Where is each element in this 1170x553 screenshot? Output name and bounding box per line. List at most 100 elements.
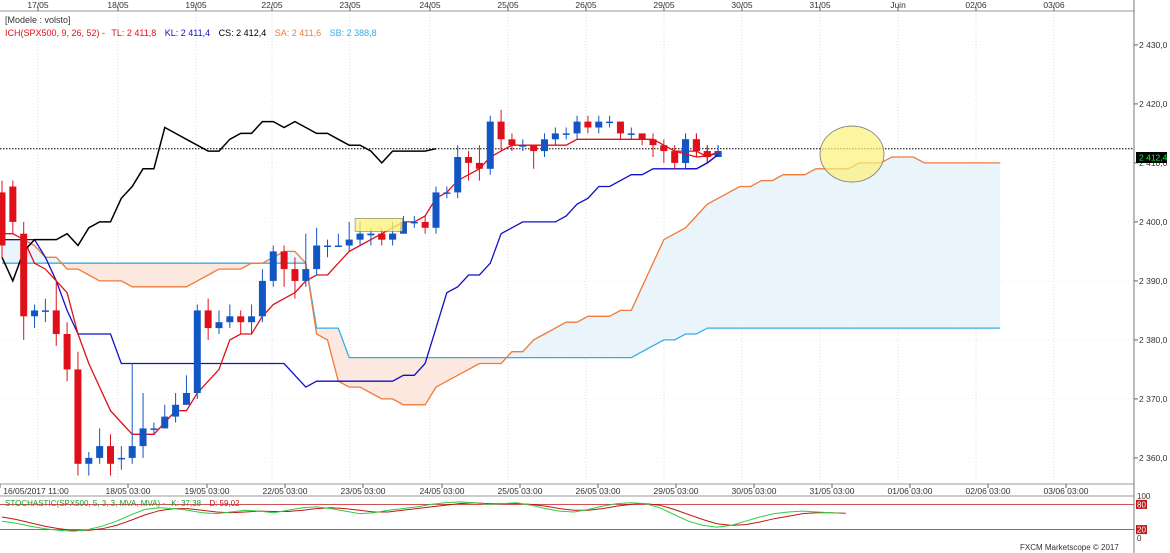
candle-body-59 (638, 133, 646, 140)
candle-body-23 (248, 316, 256, 323)
cloud-segment-32 (349, 357, 361, 388)
highlight-candle-34 (367, 233, 375, 236)
candle-29 (313, 227, 321, 275)
cloud-segment-90 (978, 162, 990, 329)
candle-62 (671, 145, 679, 169)
candle-body-1 (9, 186, 17, 222)
stoch-axis-label-0: 100 (1137, 492, 1151, 501)
candle-body-53 (573, 121, 581, 134)
stoch-axis-box-2 (1136, 525, 1147, 535)
top-axis-label-13: 03/06 (1043, 0, 1065, 10)
cloud-segment-11 (121, 263, 133, 287)
candle-15 (161, 404, 169, 429)
bottom-axis-label-12: 02/06 03:00 (966, 486, 1011, 496)
cloud-segment-61 (663, 233, 675, 340)
candle-body-31 (334, 245, 342, 247)
top-axis-label-4: 23/05 (339, 0, 361, 10)
candle-body-55 (595, 121, 603, 128)
candle-body-37 (399, 221, 407, 234)
candle-30 (324, 239, 331, 258)
candle-0 (0, 180, 6, 258)
candle-body-24 (258, 280, 266, 317)
candle-48 (519, 139, 527, 152)
candle-body-45 (486, 121, 494, 169)
cloud-segment-89 (967, 162, 979, 329)
stoch-d-label: D: 59,02 (209, 499, 240, 508)
cloud-segment-34 (370, 357, 382, 399)
stoch-k-label: K: 37,38 (171, 499, 201, 508)
candle-body-22 (237, 316, 245, 323)
bottom-axis-label-9: 30/05 03:00 (732, 486, 777, 496)
top-axis-label-1: 18/05 (107, 0, 129, 10)
kl-label: KL: 2 411,4 (165, 28, 210, 38)
cloud-segment-73 (794, 174, 805, 329)
highlight-candle-36 (389, 233, 397, 240)
cloud-segment-31 (338, 328, 350, 388)
cloud-segment-36 (392, 357, 404, 405)
bottom-axis-label-10: 31/05 03:00 (810, 486, 855, 496)
highlight-candle-33 (356, 233, 364, 240)
sb-label: SB: 2 388,8 (330, 28, 377, 38)
price-axis-label-5: 2 380,0 (1139, 335, 1168, 345)
candle-body-6 (63, 334, 71, 370)
cloud-segment-6 (67, 263, 78, 270)
candle-58 (627, 127, 635, 140)
cloud-segment-60 (653, 239, 664, 346)
candle-body-7 (74, 369, 82, 464)
cloud-segment-86 (935, 162, 946, 329)
candle-11 (117, 446, 125, 470)
circle-candle-63 (682, 139, 690, 163)
ich-label: ICH(SPX500, 9, 26, 52) - (5, 28, 105, 38)
candle-body-39 (421, 221, 429, 228)
candle-body-13 (139, 428, 147, 447)
candle-7 (74, 351, 82, 476)
candle-16 (172, 393, 180, 423)
candle-46 (497, 109, 505, 152)
candle-body-15 (161, 416, 169, 429)
top-axis-label-8: 29/05 (653, 0, 675, 10)
stoch-d-line (1, 502, 846, 531)
candle-body-20 (215, 322, 223, 329)
cloud-segment-69 (750, 180, 762, 329)
cloud-segment-56 (609, 310, 621, 358)
cloud-segment-40 (436, 357, 447, 388)
candle-body-32 (345, 239, 353, 246)
candle-body-46 (497, 121, 505, 140)
kijun-sen-line (2, 154, 719, 388)
cloud-segment-15 (164, 263, 176, 287)
cloud-segment-13 (143, 263, 154, 287)
cloud-segment-74 (804, 168, 816, 329)
cloud-segment-12 (132, 263, 144, 287)
candle-39 (421, 216, 429, 234)
cloud-segment-82 (891, 157, 903, 329)
bottom-axis-label-7: 26/05 03:00 (576, 486, 621, 496)
cloud-segment-8 (88, 263, 100, 281)
stochastic-legend: STOCHASTIC(SPX500, 5, 3, 3, MVA, MVA) - … (5, 499, 240, 508)
cloud-segment-33 (360, 357, 371, 393)
cloud-segment-3 (34, 245, 46, 264)
candle-body-9 (96, 446, 104, 458)
cloud-segment-45 (490, 357, 502, 364)
cloud-segment-16 (175, 263, 187, 287)
candle-49 (530, 145, 538, 169)
cloud-segment-29 (316, 328, 328, 340)
candle-55 (595, 115, 603, 134)
candle-body-25 (269, 251, 277, 281)
top-axis-label-2: 19/05 (185, 0, 207, 10)
top-axis-label-7: 26/05 (575, 0, 597, 10)
candle-14 (150, 422, 158, 435)
candle-50 (541, 133, 548, 157)
candle-body-51 (551, 133, 559, 140)
candle-61 (660, 139, 668, 163)
cloud-segment-65 (707, 198, 719, 329)
cloud-segment-50 (544, 328, 556, 358)
bottom-axis-label-1: 18/05 03:00 (106, 486, 151, 496)
overlays (354, 125, 885, 240)
cloud-segment-87 (945, 162, 957, 329)
bottom-axis-label-0: 16/05/2017 11:00 (3, 486, 69, 496)
candle-18 (193, 304, 201, 399)
stochastic-panel (0, 501, 1134, 532)
candle-1 (9, 180, 17, 234)
candle-body-14 (150, 428, 158, 430)
